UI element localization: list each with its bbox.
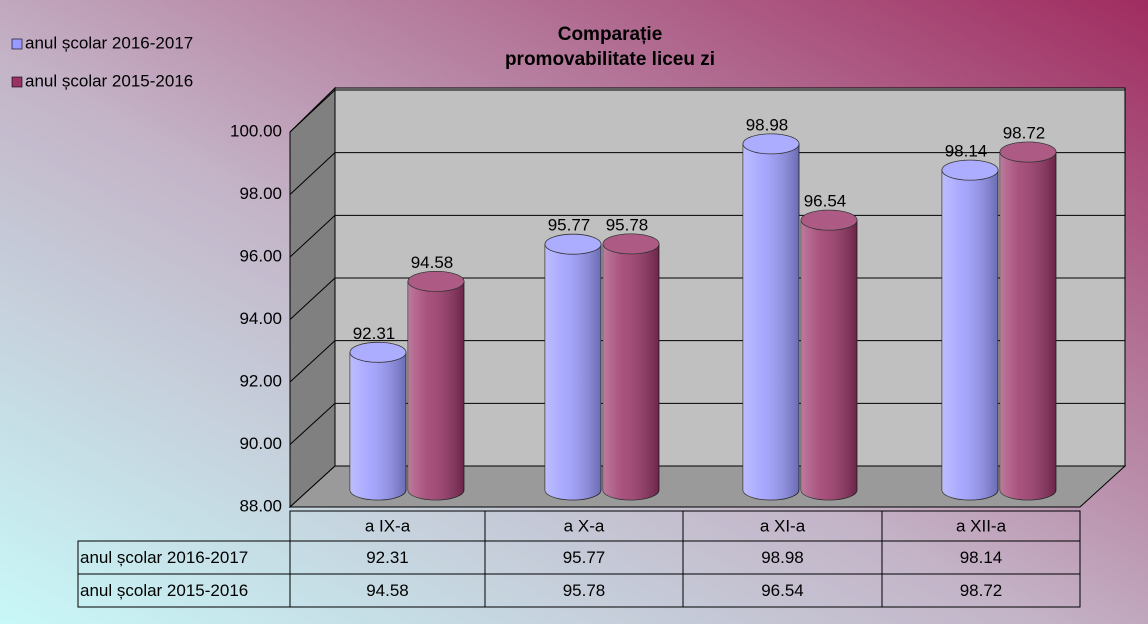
bar-top-shade <box>743 133 799 154</box>
bar-top <box>800 209 858 231</box>
floor <box>288 465 1127 508</box>
data-label: 96.54 <box>804 192 847 211</box>
bar-shade <box>1000 152 1056 500</box>
data-label: 95.77 <box>548 216 591 235</box>
side-wall <box>289 86 336 509</box>
table-row-label: anul școlar 2015-2016 <box>80 581 248 600</box>
bar-shade <box>350 352 406 500</box>
table-cell: 98.14 <box>960 548 1003 567</box>
data-label: 95.78 <box>606 215 649 234</box>
table-cell: 96.54 <box>761 581 804 600</box>
bar-shade <box>603 243 659 500</box>
bar-top <box>544 233 602 255</box>
x-tick-label: a X-a <box>564 516 605 535</box>
legend-swatch <box>11 38 23 50</box>
data-label: 92.31 <box>353 324 396 343</box>
bar-top-shade <box>1000 142 1056 162</box>
y-tick-label: 90.00 <box>239 434 282 453</box>
grid-line <box>289 89 336 133</box>
bar-top-shade <box>350 342 406 363</box>
x-tick-label: a XI-a <box>760 516 806 535</box>
bar-top-shade <box>408 271 464 292</box>
bar-top <box>349 341 407 363</box>
bar-top-shade <box>545 234 601 255</box>
table-cell: 92.31 <box>366 548 409 567</box>
grid-line <box>289 340 336 383</box>
x-tick-label: a IX-a <box>365 516 411 535</box>
bar-shade <box>942 170 998 500</box>
y-tick-label: 92.00 <box>239 371 282 390</box>
bar-top-shade <box>801 210 857 231</box>
table-cell: 98.98 <box>761 548 804 567</box>
grid-line <box>289 402 336 445</box>
y-tick-label: 96.00 <box>239 246 282 265</box>
bar-shade <box>743 143 799 500</box>
data-label: 94.58 <box>411 253 454 272</box>
bar-shade <box>408 281 464 500</box>
bar-shade <box>801 220 857 500</box>
y-tick-label: 94.00 <box>239 309 282 328</box>
bar-shade <box>545 244 601 500</box>
data-label: 98.14 <box>945 142 988 161</box>
bar-top-shade <box>603 233 659 254</box>
y-tick-label: 100.00 <box>230 121 282 140</box>
grid-line <box>289 277 336 320</box>
legend-label: anul școlar 2015-2016 <box>25 71 193 90</box>
bar-top <box>602 233 660 255</box>
chart-title: promovabilitate liceu zi <box>505 49 715 70</box>
data-label: 98.72 <box>1003 123 1046 142</box>
table-cell: 95.78 <box>563 581 606 600</box>
y-tick-label: 88.00 <box>239 496 282 515</box>
table-cell: 95.77 <box>563 548 606 567</box>
table-cell: 98.72 <box>960 581 1003 600</box>
grid-line <box>289 152 336 195</box>
chart-title: Comparație <box>558 24 663 45</box>
legend-label: anul școlar 2016-2017 <box>25 33 193 52</box>
table-cell: 94.58 <box>366 581 409 600</box>
bar-top <box>941 159 999 181</box>
bar-top <box>999 141 1057 163</box>
legend-swatch <box>11 76 23 88</box>
y-tick-label: 98.00 <box>239 184 282 203</box>
grid-line <box>289 214 336 258</box>
table-row-label: anul școlar 2016-2017 <box>80 548 248 567</box>
data-label: 98.98 <box>746 115 789 134</box>
bar-top-shade <box>942 160 998 181</box>
x-tick-label: a XII-a <box>956 516 1007 535</box>
bar-top <box>407 270 465 292</box>
bar-top <box>742 133 800 155</box>
